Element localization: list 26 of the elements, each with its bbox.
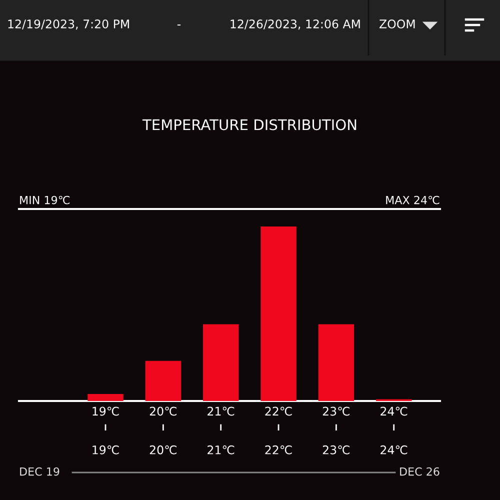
chart-title: TEMPERATURE DISTRIBUTION [142,119,356,130]
category-label: 21℃ [208,445,234,454]
text: DEC 26 [400,467,440,476]
text: ZOOM [380,19,415,28]
text: MIN 19℃ [20,196,70,204]
text: - [177,24,181,26]
category-label: 24℃ [380,445,408,454]
category-label: 20℃ [150,445,176,454]
text: 12/19/2023, 7:20 PM [8,19,129,30]
text: 12/26/2023, 12:06 AM [230,19,360,30]
category-label: 19℃ [92,445,119,454]
bar [318,324,354,401]
category-label: 22℃ [265,445,292,454]
x-tick-label: 19℃ [92,406,119,416]
x-tick-label: 21℃ [208,406,234,416]
bar [145,360,182,401]
x-tick-label: 22℃ [265,406,292,416]
x-tick-label: 20℃ [150,406,176,416]
text: MAX 24℃ [386,196,440,204]
bar [88,394,124,401]
bar [202,324,239,401]
x-tick-label: 24℃ [380,406,408,416]
bar [260,226,296,401]
x-tick-label: 23℃ [322,406,350,416]
category-label: 23℃ [322,445,350,454]
text: DEC 19 [20,467,60,476]
